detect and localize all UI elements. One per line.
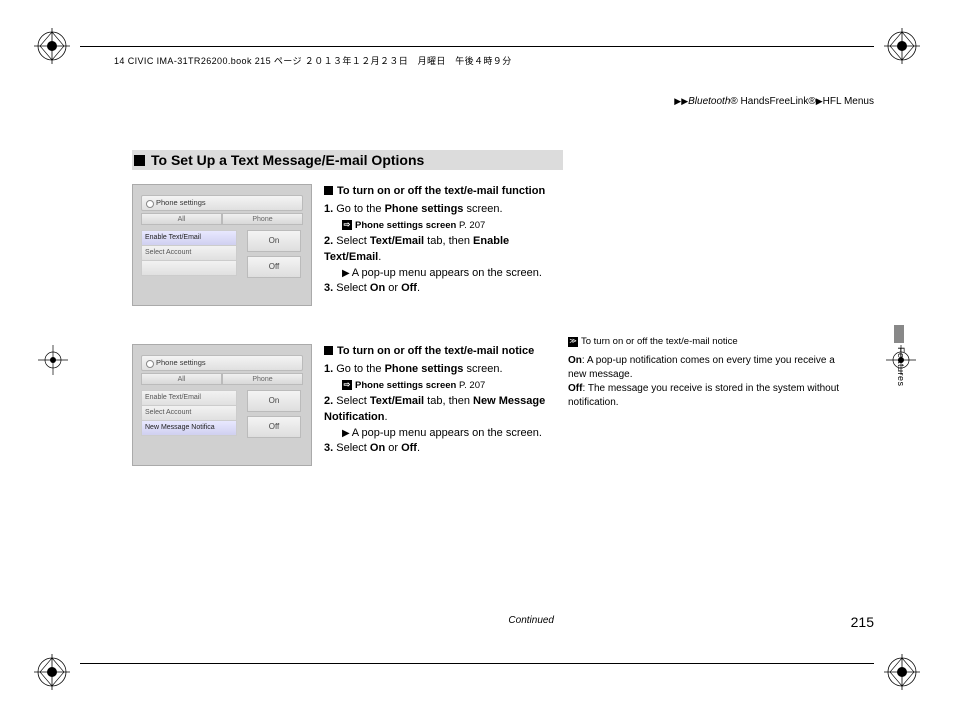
triangle-icon: ▶ bbox=[342, 268, 350, 279]
list-item: Select Account bbox=[141, 245, 237, 261]
header-rule-text: 14 CIVIC IMA-31TR26200.book 215 ページ ２０１３… bbox=[114, 54, 512, 67]
list-item: Select Account bbox=[141, 405, 237, 421]
reference-icon: ⇨ bbox=[342, 220, 352, 230]
list-item: Enable Text/Email bbox=[141, 390, 237, 406]
option-off: Off bbox=[247, 416, 301, 438]
tab-phone: Phone bbox=[222, 373, 303, 385]
tab-all: All bbox=[141, 373, 222, 385]
list-item bbox=[141, 260, 237, 276]
bottom-rule bbox=[80, 663, 874, 664]
instructions-block-1: To turn on or off the text/e-mail functi… bbox=[324, 184, 560, 306]
square-bullet-icon bbox=[324, 346, 333, 355]
top-rule bbox=[80, 46, 874, 47]
registration-mark-bottom-right bbox=[884, 654, 920, 690]
registration-mark-top-right bbox=[884, 28, 920, 64]
screenshot-new-message-notification: Phone settings All Phone Enable Text/Ema… bbox=[132, 344, 312, 466]
reference-icon: ⇨ bbox=[342, 380, 352, 390]
breadcrumb: ▶▶Bluetooth® HandsFreeLink®▶HFL Menus bbox=[674, 96, 874, 107]
section-title-text: To Set Up a Text Message/E-mail Options bbox=[151, 152, 424, 168]
option-on: On bbox=[247, 390, 301, 412]
continued-label: Continued bbox=[508, 615, 554, 626]
note-icon: ≫ bbox=[568, 337, 578, 347]
registration-mark-bottom-left bbox=[34, 654, 70, 690]
side-note: ≫To turn on or off the text/e-mail notic… bbox=[568, 335, 854, 410]
sub-heading: To turn on or off the text/e-mail notice bbox=[337, 344, 534, 360]
option-on: On bbox=[247, 230, 301, 252]
square-bullet-icon bbox=[134, 155, 145, 166]
tab-phone: Phone bbox=[222, 213, 303, 225]
tab-all: All bbox=[141, 213, 222, 225]
triangle-icon: ▶ bbox=[342, 428, 350, 439]
panel-header: Phone settings bbox=[141, 195, 303, 211]
panel-header: Phone settings bbox=[141, 355, 303, 371]
crosshair-left bbox=[38, 345, 68, 375]
list-item: New Message Notifica bbox=[141, 420, 237, 436]
square-bullet-icon bbox=[324, 186, 333, 195]
sub-heading: To turn on or off the text/e-mail functi… bbox=[337, 184, 545, 200]
page-number: 215 bbox=[851, 614, 874, 630]
option-off: Off bbox=[247, 256, 301, 278]
side-tab-label: Features bbox=[896, 347, 906, 387]
list-item: Enable Text/Email bbox=[141, 230, 237, 246]
registration-mark-top-left bbox=[34, 28, 70, 64]
section-title: To Set Up a Text Message/E-mail Options bbox=[132, 150, 563, 170]
side-note-heading: To turn on or off the text/e-mail notice bbox=[581, 335, 738, 348]
side-tab-features: Features bbox=[886, 325, 904, 385]
instructions-block-2: To turn on or off the text/e-mail notice… bbox=[324, 344, 560, 466]
screenshot-enable-text-email: Phone settings All Phone Enable Text/Ema… bbox=[132, 184, 312, 306]
